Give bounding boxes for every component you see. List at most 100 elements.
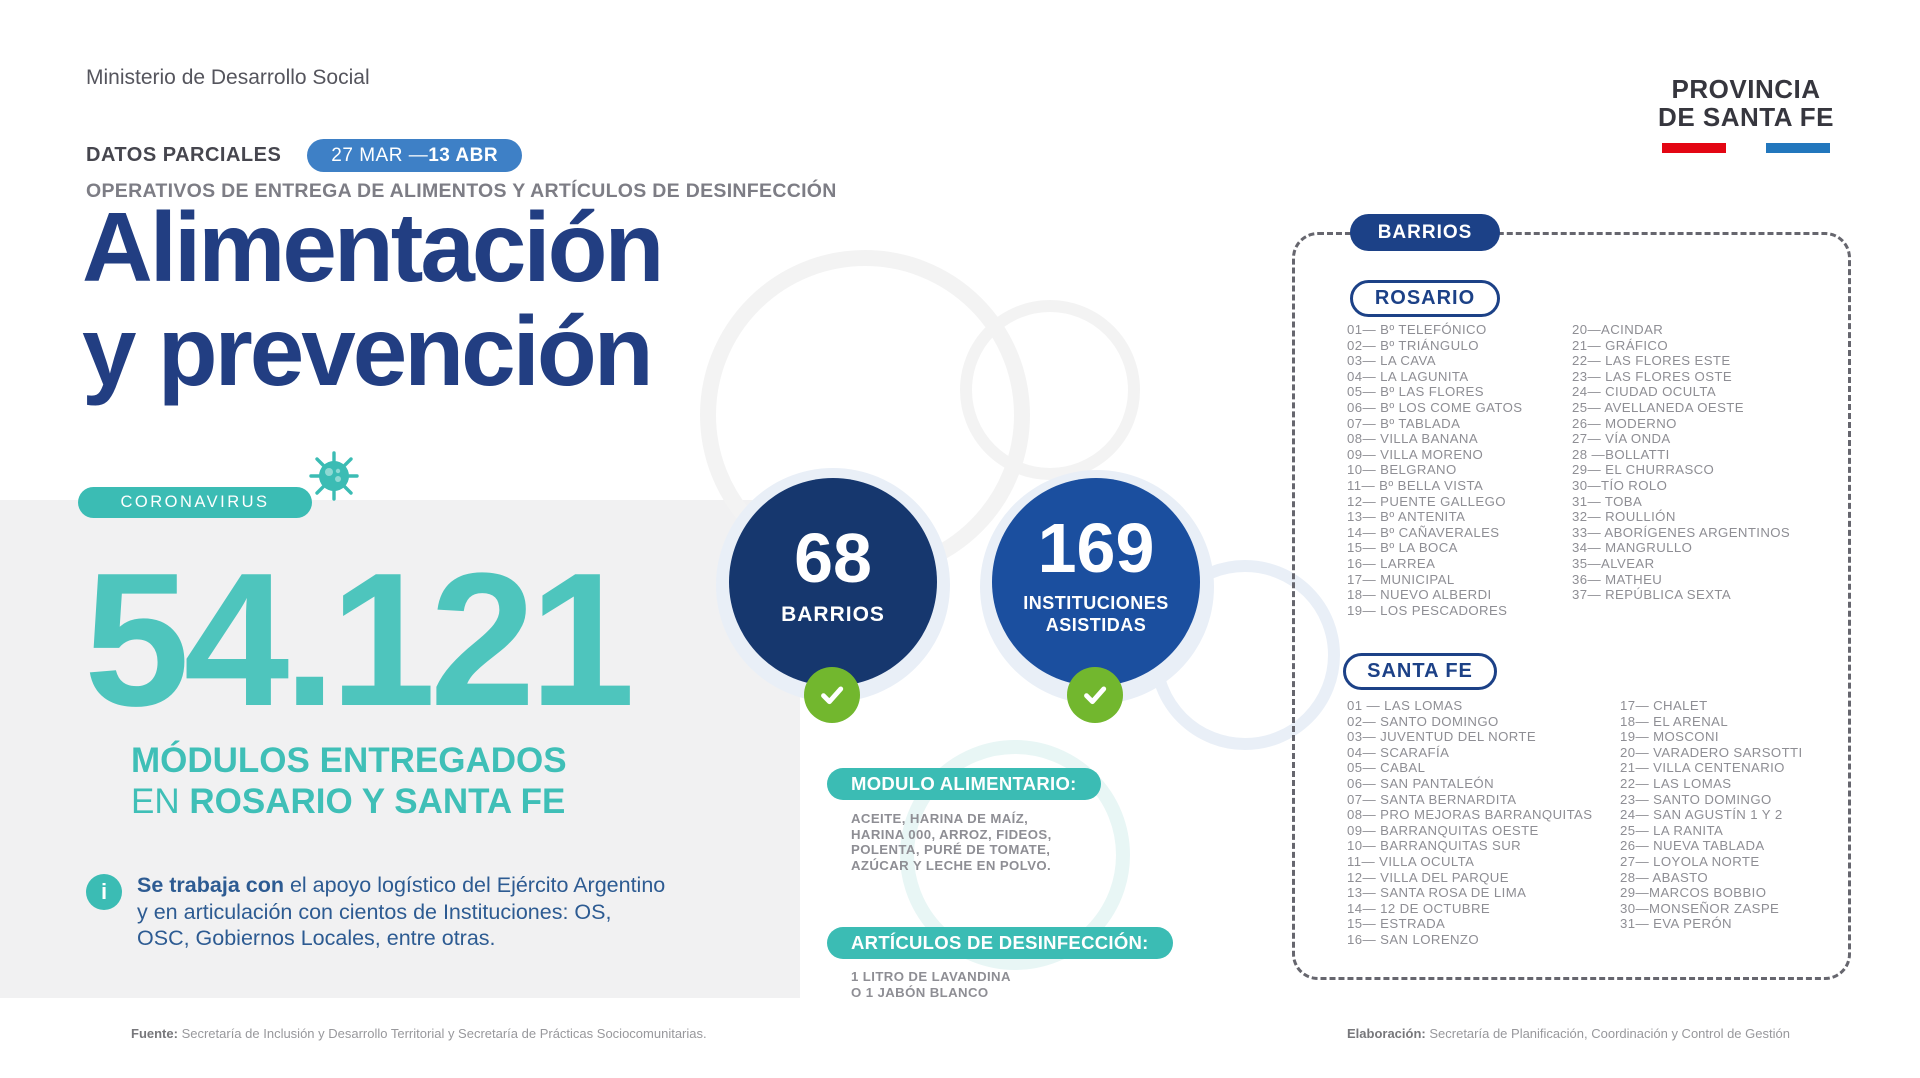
list-item: 05— Bº LAS FLORES	[1347, 384, 1484, 400]
list-item: 26— MODERNO	[1572, 415, 1677, 431]
check-icon	[804, 667, 860, 723]
list-item: 22— LAS LOMAS	[1620, 775, 1732, 791]
list-item: 13— Bº ANTENITA	[1347, 509, 1466, 525]
elaboration-label: Elaboración:	[1347, 1026, 1426, 1041]
list-item: 17— MUNICIPAL	[1347, 571, 1455, 587]
list-item: 31— TOBA	[1572, 493, 1643, 509]
list-item: 35—ALVEAR	[1572, 555, 1655, 571]
logo-line2: DE SANTA FE	[1658, 101, 1834, 132]
modulo-alimentario-list: ACEITE, HARINA DE MAÍZ, HARINA 000, ARROZ…	[851, 811, 1052, 873]
list-item: O 1 JABÓN BLANCO	[851, 984, 989, 1000]
date-range-badge: 27 MAR — 13 ABR	[307, 139, 523, 172]
barrios-panel-title: BARRIOS	[1350, 214, 1500, 251]
list-item: 20—ACINDAR	[1572, 322, 1664, 337]
list-item: POLENTA, PURÉ DE TOMATE,	[851, 842, 1051, 858]
list-item: 12— PUENTE GALLEGO	[1347, 493, 1506, 509]
list-item: 30—MONSEÑOR ZASPE	[1620, 900, 1780, 916]
list-item: 14— 12 DE OCTUBRE	[1347, 900, 1491, 916]
list-item: AZÚCAR Y LECHE EN POLVO.	[851, 857, 1052, 873]
list-item: 06— Bº LOS COME GATOS	[1347, 399, 1523, 415]
elaboration-text: Secretaría de Planificación, Coordinació…	[1425, 1026, 1790, 1041]
list-item: 08— PRO MEJORAS BARRANQUITAS	[1347, 807, 1593, 823]
list-item: 21— GRÁFICO	[1572, 337, 1668, 353]
list-item: 18— EL ARENAL	[1620, 713, 1729, 729]
list-item: 12— VILLA DEL PARQUE	[1347, 869, 1509, 885]
list-item: ACEITE, HARINA DE MAÍZ,	[851, 811, 1029, 826]
list-item: 36— MATHEU	[1572, 571, 1663, 587]
santafe-pill: SANTA FE	[1343, 653, 1497, 690]
date-range-start: 27 MAR —	[331, 144, 429, 166]
modulo-alimentario-badge: MODULO ALIMENTARIO:	[827, 768, 1101, 800]
list-item: 23— SANTO DOMINGO	[1620, 791, 1772, 807]
modules-label-en: EN	[131, 782, 190, 822]
list-item: 02— SANTO DOMINGO	[1347, 713, 1499, 729]
list-item: 29— EL CHURRASCO	[1572, 462, 1715, 478]
modules-total-number: 54.121	[84, 534, 635, 746]
page-title-line2: y prevención	[82, 295, 654, 406]
barrios-count: 68	[794, 519, 872, 597]
santafe-list-col1: 01 — LAS LOMAS 02— SANTO DOMINGO 03— JUVEN…	[1347, 698, 1592, 948]
list-item: 03— JUVENTUD DEL NORTE	[1347, 729, 1537, 745]
modules-label-cities: ROSARIO Y SANTA FE	[189, 782, 566, 822]
rosario-pill: ROSARIO	[1350, 280, 1500, 317]
source-text: Secretaría de Inclusión y Desarrollo Ter…	[177, 1026, 707, 1041]
barrios-panel	[1292, 232, 1851, 980]
modules-label: MÓDULOS ENTREGADOS EN ROSARIO Y SANTA FE	[131, 740, 567, 823]
watermark-circle	[960, 300, 1140, 480]
list-item: 28 —BOLLATTI	[1572, 446, 1670, 462]
provincia-santa-fe-logo: PROVINCIA DE SANTA FE	[1658, 74, 1834, 154]
elaboration-note: Elaboración: Secretaría de Planificación…	[1347, 1026, 1790, 1041]
instituciones-label-line2: ASISTIDAS	[1045, 615, 1147, 635]
list-item: 22— LAS FLORES ESTE	[1572, 353, 1731, 369]
list-item: 03— LA CAVA	[1347, 353, 1436, 369]
list-item: 29—MARCOS BOBBIO	[1620, 885, 1767, 901]
list-item: 23— LAS FLORES OSTE	[1572, 368, 1733, 384]
list-item: 37— REPÚBLICA SEXTA	[1572, 587, 1732, 603]
partial-data-label: DATOS PARCIALES	[86, 144, 282, 166]
list-item: 14— Bº CAÑAVERALES	[1347, 524, 1500, 540]
instituciones-count-label: INSTITUCIONES ASISTIDAS	[1023, 593, 1169, 637]
list-item: 02— Bº TRIÁNGULO	[1347, 337, 1479, 353]
list-item: 20— VARADERO SARSOTTI	[1620, 744, 1803, 760]
source-label: Fuente:	[131, 1026, 178, 1041]
instituciones-stat-circle: 169 INSTITUCIONES ASISTIDAS	[992, 478, 1200, 686]
list-item: 27— LOYOLA NORTE	[1620, 853, 1760, 869]
list-item: 24— CIUDAD OCULTA	[1572, 384, 1717, 400]
list-item: 11— Bº BELLA VISTA	[1347, 477, 1484, 493]
list-item: 28— ABASTO	[1620, 869, 1709, 885]
list-item: 15— ESTRADA	[1347, 916, 1446, 932]
list-item: 10— BARRANQUITAS SUR	[1347, 838, 1522, 854]
list-item: 19— LOS PESCADORES	[1347, 602, 1508, 618]
articulos-desinfeccion-badge: ARTÍCULOS DE DESINFECCIÓN:	[827, 927, 1173, 959]
coronavirus-badge: CORONAVIRUS	[78, 487, 312, 518]
info-note-rest: el apoyo logístico del Ejército Argentin…	[137, 873, 666, 951]
list-item: 25— LA RANITA	[1620, 822, 1724, 838]
list-item: 08— VILLA BANANA	[1347, 431, 1479, 447]
list-item: 15— Bº LA BOCA	[1347, 540, 1458, 556]
list-item: 10— BELGRANO	[1347, 462, 1457, 478]
list-item: 34— MANGRULLO	[1572, 540, 1693, 556]
modules-label-line1: MÓDULOS ENTREGADOS	[131, 741, 567, 780]
list-item: 06— SAN PANTALEÓN	[1347, 775, 1495, 791]
list-item: 05— CABAL	[1347, 760, 1426, 776]
list-item: 07— SANTA BERNARDITA	[1347, 791, 1517, 807]
info-note-bold: Se trabaja con	[137, 873, 284, 897]
list-item: 09— VILLA MORENO	[1347, 446, 1484, 462]
list-item: 26— NUEVA TABLADA	[1620, 838, 1765, 854]
list-item: 16— LARREA	[1347, 555, 1436, 571]
list-item: 13— SANTA ROSA DE LIMA	[1347, 885, 1527, 901]
list-item: 04— LA LAGUNITA	[1347, 368, 1469, 384]
modules-label-line2: EN ROSARIO Y SANTA FE	[131, 781, 567, 822]
logo-line1: PROVINCIA	[1671, 74, 1821, 104]
instituciones-count: 169	[1037, 509, 1155, 588]
list-item: 31— EVA PERÓN	[1620, 916, 1732, 932]
instituciones-label-line1: INSTITUCIONES	[1023, 593, 1169, 614]
virus-icon	[309, 451, 359, 501]
list-item: 09— BARRANQUITAS OESTE	[1347, 822, 1539, 838]
page-title-line1: Alimentación	[82, 192, 664, 302]
rosario-list-col1: 01— Bº TELEFÓNICO 02— Bº TRIÁNGULO 03— LA …	[1347, 322, 1522, 618]
red-flag-bar	[1662, 143, 1727, 154]
barrios-stat-circle: 68 BARRIOS	[729, 478, 937, 686]
info-icon: i	[86, 874, 122, 910]
